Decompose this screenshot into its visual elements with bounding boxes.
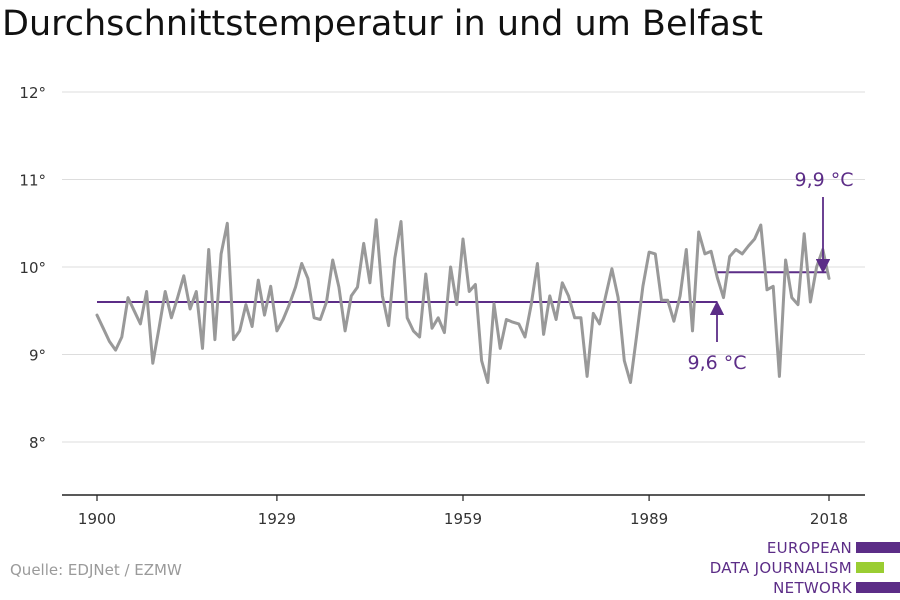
x-tick-label: 1900 <box>78 510 116 528</box>
logo-line-2: DATA JOURNALISM <box>709 559 852 577</box>
logo-bar-purple-top <box>856 542 900 553</box>
chart-title: Durchschnittstemperatur in und um Belfas… <box>2 4 763 44</box>
logo-line-1: EUROPEAN <box>766 539 852 557</box>
x-tick-label: 1989 <box>630 510 668 528</box>
y-tick-label: 8° <box>29 434 46 452</box>
logo-bar-green <box>856 562 884 573</box>
y-tick-label: 10° <box>19 259 46 277</box>
x-tick-label: 2018 <box>810 510 848 528</box>
logo-text: EUROPEAN DATA JOURNALISM NETWORK <box>710 538 852 598</box>
y-tick-label: 9° <box>29 347 46 365</box>
edjnet-logo: EUROPEAN DATA JOURNALISM NETWORK <box>700 538 900 598</box>
grid-lines <box>62 91 865 443</box>
x-axis: 1900 1929 1959 1989 2018 <box>62 494 865 528</box>
x-tick-label: 1959 <box>444 510 482 528</box>
source-note: Quelle: EDJNet / EZMW <box>10 561 182 579</box>
y-tick-label: 11° <box>19 172 46 190</box>
temperature-series-line <box>95 218 831 384</box>
annotation-label: 9,9 °C <box>794 169 853 191</box>
annotation-label: 9,6 °C <box>687 352 746 374</box>
logo-line-3: NETWORK <box>773 579 852 597</box>
annotations: 9,6 °C 9,9 °C <box>687 169 853 374</box>
logo-bar-purple-bottom <box>856 582 900 593</box>
y-tick-label: 12° <box>19 84 46 102</box>
y-axis-ticks: 8° 9° 10° 11° 12° <box>19 84 46 452</box>
x-tick-label: 1929 <box>258 510 296 528</box>
series-lines <box>95 218 831 384</box>
